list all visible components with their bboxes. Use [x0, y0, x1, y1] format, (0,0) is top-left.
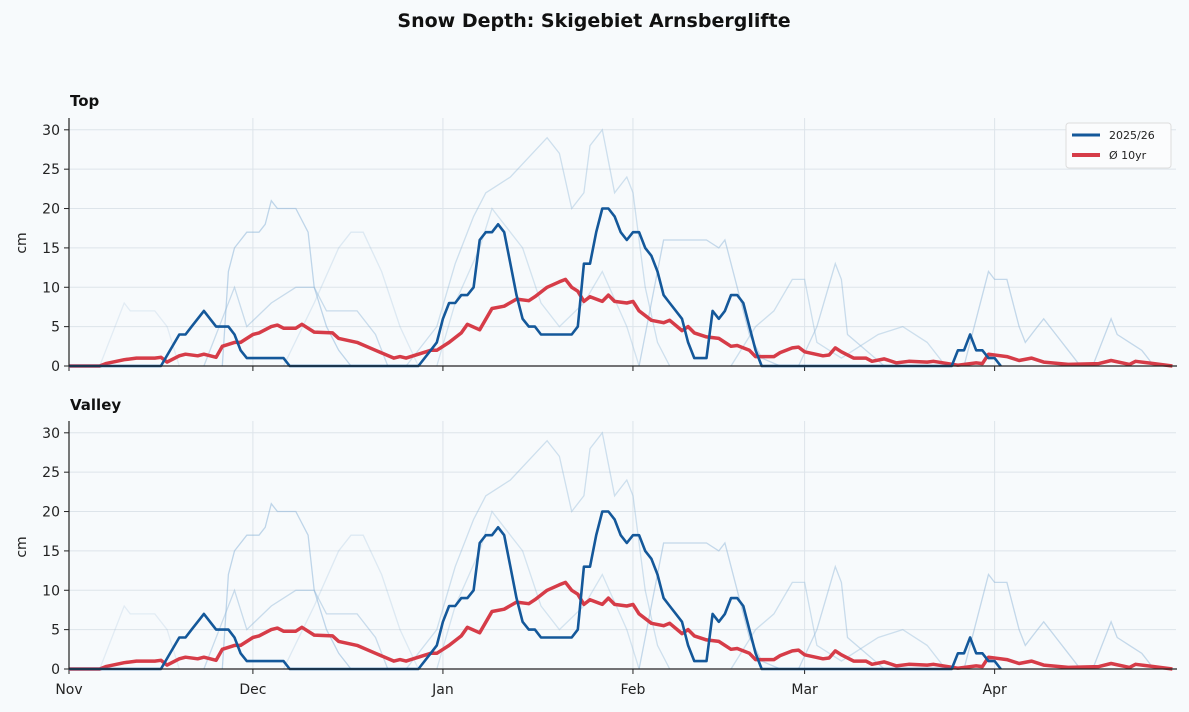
- past-season-line: [1092, 317, 1155, 367]
- past-season-line: [797, 261, 885, 367]
- y-tick-label: 20: [42, 505, 60, 521]
- x-tick-label: Jan: [431, 682, 454, 698]
- past-season-line: [730, 581, 947, 670]
- past-season-line: [203, 588, 389, 670]
- y-tick-label: 10: [42, 280, 60, 296]
- past-season-line: [638, 238, 781, 367]
- y-tick-label: 20: [42, 202, 60, 218]
- past-season-line: [405, 128, 671, 367]
- past-season-line: [436, 207, 640, 367]
- y-tick-label: 25: [42, 162, 60, 178]
- legend-label-current: 2025/26: [1109, 129, 1155, 142]
- past-season-line: [282, 534, 419, 670]
- past-season-line: [638, 541, 781, 670]
- past-season-line: [963, 573, 1081, 670]
- past-season-line: [221, 502, 352, 670]
- y-axis-label-top: cm: [14, 232, 30, 253]
- x-tick-label: Dec: [239, 682, 266, 698]
- past-season-line: [405, 431, 671, 670]
- x-tick-label: Feb: [621, 682, 646, 698]
- chart-title: Snow Depth: Skigebiet Arnsberglifte: [397, 10, 790, 32]
- y-tick-label: 0: [51, 359, 60, 375]
- y-tick-label: 15: [42, 241, 60, 257]
- panel-title-valley: Valley: [70, 396, 121, 414]
- panel-title-top: Top: [70, 92, 100, 110]
- y-tick-label: 30: [42, 426, 60, 442]
- past-season-line: [99, 301, 180, 367]
- past-season-line: [1092, 620, 1155, 670]
- x-tick-label: Nov: [55, 682, 82, 698]
- past-season-line: [436, 510, 640, 670]
- past-season-line: [282, 231, 419, 367]
- past-season-line: [730, 278, 947, 367]
- y-axis-label-valley: cm: [14, 536, 30, 557]
- y-tick-label: 30: [42, 123, 60, 139]
- legend: 2025/26 Ø 10yr: [1065, 122, 1172, 169]
- past-season-line: [963, 270, 1081, 367]
- y-tick-label: 15: [42, 544, 60, 560]
- past-season-line: [797, 564, 885, 670]
- y-tick-label: 5: [51, 320, 60, 336]
- past-season-line: [221, 199, 352, 367]
- x-tick-label: Mar: [791, 682, 818, 698]
- x-tick-label: Apr: [983, 682, 1007, 698]
- y-tick-label: 25: [42, 465, 60, 481]
- average-10yr-line: [69, 277, 1173, 368]
- average-10yr-line: [69, 580, 1173, 671]
- y-tick-label: 10: [42, 583, 60, 599]
- panel-valley: Valley cm 0 5 10 15 20 25 30 Nov Dec Jan Feb Mar Apr: [14, 396, 1177, 698]
- y-tick-label: 5: [51, 623, 60, 639]
- y-tick-label: 0: [51, 662, 60, 678]
- past-season-line: [99, 604, 180, 670]
- legend-label-average: Ø 10yr: [1109, 149, 1147, 162]
- past-season-line: [203, 285, 389, 367]
- panel-top: Top cm 0 5 10 15 20 25 30: [14, 92, 1177, 375]
